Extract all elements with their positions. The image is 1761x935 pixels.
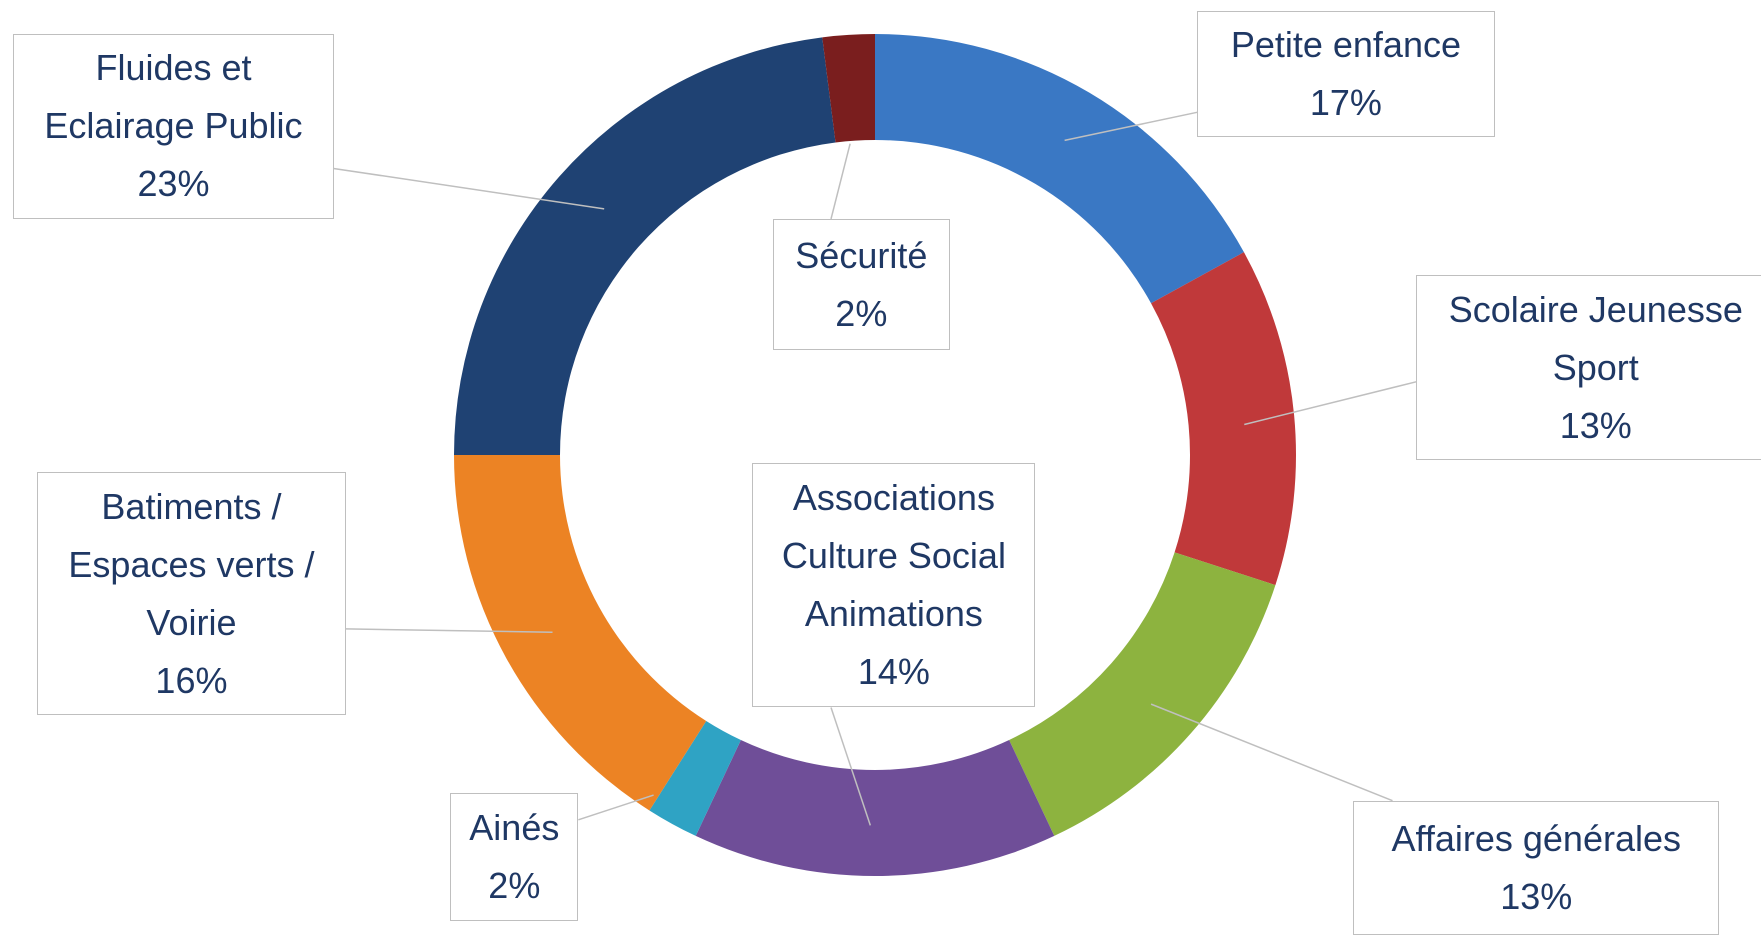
leader-line [333, 167, 605, 210]
leader-line [1244, 381, 1417, 426]
value-label: 17% [1309, 82, 1382, 124]
value-label: 23% [137, 163, 210, 205]
value-label: 13% [1559, 404, 1632, 446]
donut-slice [822, 34, 875, 143]
category-label: Associations Culture Social Animations [781, 477, 1006, 635]
category-label: Scolaire Jeunesse Sport [1448, 288, 1743, 388]
data-label: Scolaire Jeunesse Sport 13% [1416, 275, 1761, 461]
data-label: Petite enfance 17% [1197, 11, 1495, 137]
data-label: Batiments / Espaces verts / Voirie 16% [37, 471, 346, 716]
value-label: 13% [1500, 876, 1573, 918]
category-label: Sécurité [795, 234, 928, 276]
value-label: 2% [835, 292, 888, 334]
leader-line [345, 628, 553, 633]
category-label: Ainés [469, 806, 560, 848]
data-label: Affaires générales 13% [1353, 800, 1720, 935]
donut-slice [695, 740, 1055, 876]
category-label: Fluides et Eclairage Public [44, 47, 303, 147]
data-label: Ainés 2% [450, 792, 579, 921]
category-label: Petite enfance [1230, 24, 1461, 66]
leader-line [830, 707, 872, 826]
data-label: Sécurité 2% [772, 218, 951, 351]
donut-slice [454, 455, 707, 811]
donut-slice [1009, 552, 1276, 836]
donut-slice [1151, 252, 1296, 586]
donut-slice [875, 34, 1244, 304]
data-label: Associations Culture Social Animations 14… [752, 462, 1036, 708]
donut-slice [649, 720, 741, 836]
category-label: Affaires générales [1391, 818, 1681, 860]
category-label: Batiments / Espaces verts / Voirie [68, 485, 315, 643]
data-label: Fluides et Eclairage Public 23% [13, 33, 334, 219]
value-label: 16% [155, 659, 228, 701]
leader-line [578, 794, 654, 821]
leader-line [830, 143, 851, 220]
value-label: 14% [857, 651, 930, 693]
value-label: 2% [488, 864, 541, 906]
leader-line [1150, 703, 1393, 802]
leader-line [1064, 111, 1198, 142]
donut-slice [454, 37, 836, 456]
